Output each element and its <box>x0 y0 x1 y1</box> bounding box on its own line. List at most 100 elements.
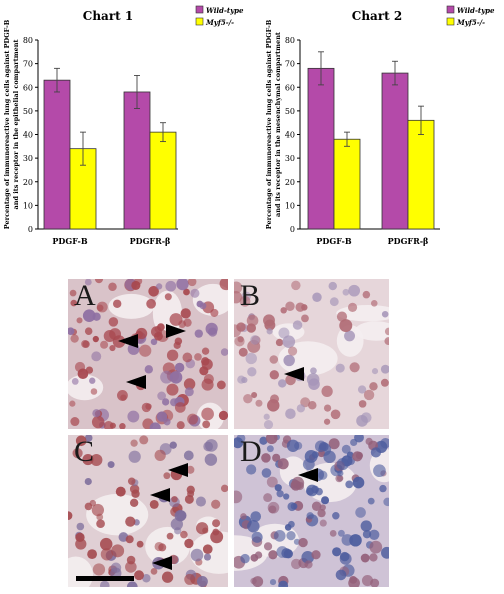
cell-nucleus <box>183 450 194 461</box>
cell-nucleus <box>337 529 345 537</box>
y-tick-label: 0 <box>290 225 295 234</box>
cell-nucleus <box>314 440 327 453</box>
cell-nucleus <box>130 439 138 447</box>
panel-letter: C <box>74 435 95 468</box>
cell-nucleus <box>194 353 202 361</box>
cell-nucleus <box>92 563 106 576</box>
cell-nucleus <box>277 458 289 470</box>
cell-nucleus <box>282 335 296 349</box>
cell-nucleus <box>339 319 353 333</box>
cell-nucleus <box>103 330 116 342</box>
cell-nucleus <box>96 519 105 529</box>
cell-nucleus <box>84 502 93 511</box>
cell-nucleus <box>110 567 122 579</box>
cell-nucleus <box>319 504 326 511</box>
cell-nucleus <box>69 400 76 407</box>
cell-nucleus <box>250 335 260 345</box>
cell-nucleus <box>311 550 321 560</box>
tissue-image <box>68 435 228 587</box>
cell-nucleus <box>332 512 340 520</box>
cell-nucleus <box>370 578 380 587</box>
cell-nucleus <box>70 299 78 307</box>
cell-nucleus <box>201 378 214 391</box>
cell-nucleus <box>308 378 320 390</box>
cell-nucleus <box>383 497 389 507</box>
cell-nucleus <box>166 383 179 396</box>
cell-nucleus <box>362 290 371 299</box>
cell-nucleus <box>290 480 302 491</box>
cell-nucleus <box>254 551 263 559</box>
cell-nucleus <box>278 379 287 388</box>
cell-nucleus <box>81 340 89 348</box>
cell-nucleus <box>319 519 327 527</box>
cell-nucleus <box>356 415 368 427</box>
lumen-space <box>108 293 155 319</box>
cell-nucleus <box>196 300 204 308</box>
cell-nucleus <box>291 280 301 291</box>
cell-nucleus <box>187 279 197 287</box>
cell-nucleus <box>96 304 104 312</box>
cell-nucleus <box>336 311 348 322</box>
panel-letter: A <box>74 279 96 312</box>
cell-nucleus <box>352 451 363 462</box>
cell-nucleus <box>245 352 257 365</box>
cell-nucleus <box>329 530 337 537</box>
cell-nucleus <box>150 338 158 346</box>
cell-nucleus <box>272 453 281 462</box>
cell-nucleus <box>247 367 257 377</box>
category-label: PDGF-B <box>52 236 87 246</box>
cell-nucleus <box>236 435 246 443</box>
cell-nucleus <box>308 400 317 410</box>
y-tick-label: 50 <box>285 107 295 116</box>
cell-nucleus <box>111 544 125 558</box>
cell-nucleus <box>306 484 318 497</box>
cell-nucleus <box>75 435 87 447</box>
cell-nucleus <box>345 480 354 489</box>
cell-nucleus <box>381 546 389 559</box>
cell-nucleus <box>171 495 178 503</box>
cell-nucleus <box>285 301 295 311</box>
cell-nucleus <box>379 484 387 493</box>
legend-label: Wild-type <box>206 6 244 15</box>
cell-nucleus <box>329 297 339 307</box>
cell-nucleus <box>176 279 189 291</box>
cell-nucleus <box>263 314 275 327</box>
cell-nucleus <box>250 511 262 522</box>
cell-nucleus <box>373 464 386 478</box>
bar <box>149 131 177 230</box>
cell-nucleus <box>184 573 196 585</box>
cell-nucleus <box>240 513 247 520</box>
arrowhead-icon <box>168 463 188 477</box>
cell-nucleus <box>115 486 126 497</box>
cell-nucleus <box>369 540 383 554</box>
cell-nucleus <box>216 380 226 390</box>
y-tick-label: 60 <box>23 83 33 92</box>
cell-nucleus <box>96 513 104 521</box>
y-axis-label: Percentage of immunoreactive lung cells … <box>265 19 282 229</box>
bar <box>43 79 71 230</box>
cell-nucleus <box>72 448 83 459</box>
cell-nucleus <box>269 579 277 586</box>
cell-nucleus <box>251 392 258 399</box>
cell-nucleus <box>220 348 228 356</box>
cell-nucleus <box>286 439 300 452</box>
cell-nucleus <box>94 279 104 284</box>
cell-nucleus <box>201 358 213 370</box>
cell-nucleus <box>183 288 190 296</box>
cell-nucleus <box>328 281 337 291</box>
cell-nucleus <box>139 344 152 357</box>
cell-nucleus <box>91 415 105 429</box>
arrowhead-icon <box>126 375 146 389</box>
cell-nucleus <box>149 499 159 509</box>
cell-nucleus <box>350 438 358 447</box>
cell-nucleus <box>70 416 80 427</box>
cell-nucleus <box>276 490 284 498</box>
cell-nucleus <box>76 317 83 324</box>
cell-nucleus <box>312 292 322 302</box>
cell-nucleus <box>352 476 365 489</box>
cell-nucleus <box>295 302 305 312</box>
cell-nucleus <box>240 553 250 564</box>
cell-nucleus <box>120 394 127 401</box>
cell-nucleus <box>126 581 138 587</box>
